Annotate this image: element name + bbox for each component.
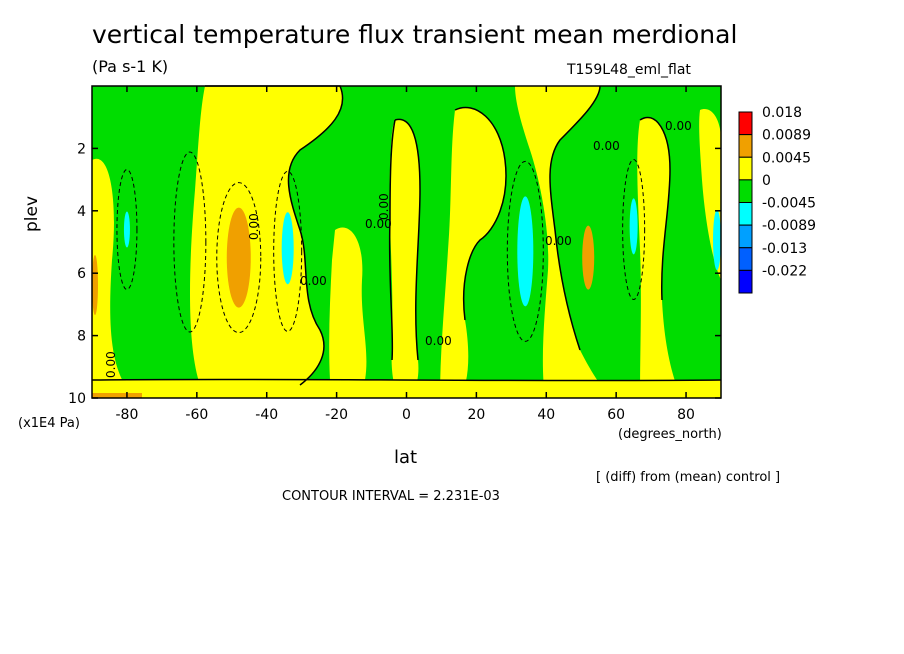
contour-label: 0.00 <box>104 351 118 378</box>
negative-core-south <box>281 212 294 285</box>
positive-core-edge <box>92 255 98 315</box>
legend-swatch <box>738 111 753 136</box>
negative-core-polar <box>123 211 130 248</box>
x-tick-label: -40 <box>255 407 278 423</box>
legend-label: 0.0089 <box>762 128 811 144</box>
color-legend: 0.018 0.0089 0.0045 0 -0.0045 -0.0089 -0.013 -0… <box>738 105 816 294</box>
chart-units: (Pa s-1 K) <box>92 57 169 76</box>
positive-core-south <box>226 207 251 308</box>
contour-label: 0.00 <box>300 274 327 288</box>
positive-core-surface <box>92 393 142 398</box>
contour-line <box>205 85 344 386</box>
contour-line <box>639 116 671 301</box>
contour-label: 0.00 <box>365 217 392 231</box>
legend-label: -0.022 <box>762 263 807 279</box>
x-tick-label: -20 <box>325 407 348 423</box>
x-tick-label: 40 <box>537 407 555 423</box>
contour-line <box>388 119 396 361</box>
contour-line-dashed <box>273 170 303 332</box>
legend-swatch <box>738 224 753 249</box>
y-tick-label: 6 <box>77 266 86 282</box>
legend-swatch <box>738 269 753 294</box>
contour-line <box>91 378 722 382</box>
legend-swatch <box>738 247 753 271</box>
positive-region <box>92 158 125 398</box>
positive-region <box>389 119 420 399</box>
contour-label: 0.00 <box>593 139 620 153</box>
positive-region <box>92 380 721 398</box>
contour-label: 0.00 <box>425 334 452 348</box>
positive-core-north <box>582 225 595 290</box>
x-tick-label: -80 <box>116 407 139 423</box>
contour-line-dashed <box>116 169 138 291</box>
plot-axes: -80 -60 -40 -20 0 20 40 60 80 2 4 6 8 10 <box>68 85 722 423</box>
y-tick-label: 10 <box>68 391 86 407</box>
contour-interval: CONTOUR INTERVAL = 2.231E-03 <box>282 489 500 504</box>
negative-core-edge <box>713 210 721 270</box>
y-tick-label: 8 <box>77 329 86 345</box>
legend-label: 0.0045 <box>762 150 811 166</box>
legend-label: -0.0089 <box>762 218 816 234</box>
positive-region <box>190 86 343 385</box>
legend-swatch <box>738 179 753 203</box>
legend-label: -0.0045 <box>762 196 816 212</box>
legend-label: -0.013 <box>762 241 807 257</box>
y-axis-units: (x1E4 Pa) <box>18 416 80 431</box>
x-tick-label: 60 <box>607 407 625 423</box>
negative-core-high <box>629 198 638 255</box>
contour-field <box>92 86 721 399</box>
contour-line-dashed <box>622 159 646 301</box>
x-tick-label: 20 <box>467 407 485 423</box>
x-tick-label: 0 <box>402 407 411 423</box>
y-tick-label: 4 <box>77 204 86 220</box>
legend-swatch <box>738 134 753 158</box>
legend-label: 0 <box>762 173 771 189</box>
x-axis-units: (degrees_north) <box>618 427 722 442</box>
diff-note: [ (diff) from (mean) control ] <box>596 470 781 485</box>
x-tick-label: -60 <box>185 407 208 423</box>
x-axis-label: lat <box>394 447 418 468</box>
contour-label: 0.00 <box>377 193 391 220</box>
run-label: T159L48_eml_flat <box>567 62 691 78</box>
positive-region <box>329 227 367 380</box>
legend-label: 0.018 <box>762 105 802 121</box>
legend-swatch <box>738 156 753 181</box>
y-tick-label: 2 <box>77 141 86 157</box>
contour-line <box>549 85 601 351</box>
contour-lines: 0.000.000.000.000.000.000.000.000.00 <box>91 85 722 386</box>
positive-region <box>440 107 506 398</box>
chart-title: vertical temperature flux transient mean… <box>92 20 738 49</box>
contour-line-dashed <box>216 182 262 334</box>
contour-line-dashed <box>173 151 207 333</box>
contour-label: 0.00 <box>247 213 261 240</box>
contour-label: 0.00 <box>545 234 572 248</box>
positive-region <box>515 86 610 398</box>
contour-line <box>394 118 421 361</box>
contour-line <box>454 106 507 321</box>
contour-label: 0.00 <box>665 119 692 133</box>
negative-core-north <box>517 196 534 307</box>
x-tick-label: 80 <box>677 407 695 423</box>
legend-swatch <box>738 202 753 226</box>
contour-line-dashed <box>506 160 544 342</box>
